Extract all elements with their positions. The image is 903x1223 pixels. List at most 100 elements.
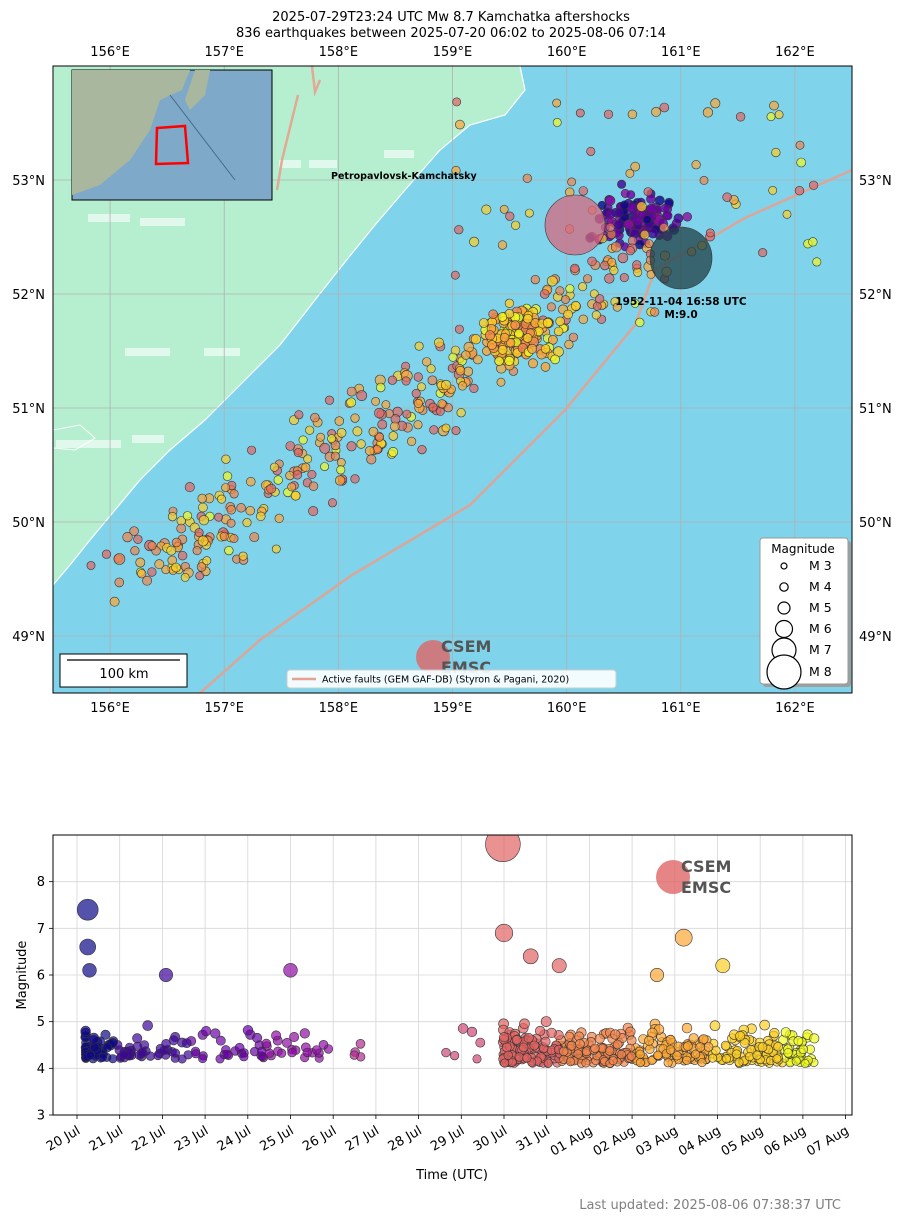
timeline-quake-point	[759, 1019, 771, 1031]
map-quake-marker	[184, 482, 195, 493]
map-quake-marker	[245, 506, 255, 516]
map-quake-marker	[330, 451, 340, 461]
map-quake-marker	[224, 545, 234, 556]
timeline-quake-point	[271, 1030, 282, 1041]
timeline-quake-point	[772, 1054, 782, 1064]
map-quake-marker	[673, 213, 684, 224]
timeline-quake-point	[610, 1029, 621, 1040]
timeline-quake-point	[299, 1028, 310, 1039]
map-quake-marker	[429, 425, 439, 435]
timeline-quake-point	[523, 1033, 534, 1044]
map-quake-marker	[591, 310, 601, 320]
map-quake-marker	[364, 446, 375, 456]
map-quake-marker	[374, 407, 385, 419]
active-faults	[199, 66, 852, 693]
map-quake-marker	[522, 333, 533, 343]
timeline-quake-point	[265, 1048, 275, 1058]
map-quake-marker	[470, 334, 482, 345]
map-lon-tick-bottom: 161°E	[661, 701, 701, 716]
map-quake-marker	[336, 427, 347, 438]
map-quake-marker	[266, 483, 277, 494]
map-quake-marker	[583, 274, 593, 284]
historic-1952-marker	[649, 226, 713, 290]
map-quake-marker	[452, 97, 462, 107]
map-quake-marker	[603, 109, 614, 119]
map-quake-marker	[555, 286, 565, 296]
timeline-x-tick: 30 Jul	[471, 1123, 510, 1154]
map-quake-marker	[308, 506, 319, 517]
map-quake-marker	[561, 295, 570, 304]
map-quake-marker	[504, 355, 515, 366]
timeline-panel: 20 Jul 21 Jul 22 Jul 23 Jul 24 Jul 25 Jul 26 J…	[15, 834, 853, 1183]
map-quake-marker	[796, 157, 807, 168]
magnitude-legend-symbol	[766, 654, 802, 690]
map-lat-tick-left: 53°N	[12, 174, 45, 189]
timeline-quake-point	[80, 1025, 91, 1036]
map-quake-marker	[630, 298, 640, 308]
map-quake-marker	[320, 462, 329, 471]
map-quake-marker	[180, 573, 190, 582]
timeline-x-tick: 01 Aug	[548, 1123, 595, 1159]
timeline-quake-point	[540, 1036, 551, 1047]
timeline-quake-point	[132, 1033, 143, 1044]
map-quake-marker	[487, 340, 497, 350]
magnitude-legend-title: Magnitude	[771, 542, 835, 556]
map-quake-marker	[167, 511, 178, 522]
timeline-x-tick: 07 Aug	[804, 1123, 851, 1159]
map-quake-marker	[617, 252, 629, 264]
timeline-quake-point	[161, 1039, 171, 1049]
map-quake-marker	[113, 553, 126, 565]
inset-region-box	[154, 124, 190, 166]
map-lat-tick-left: 49°N	[12, 630, 45, 645]
timeline-quake-point	[282, 1038, 292, 1048]
map-quake-marker	[528, 358, 538, 369]
map-quake-marker	[197, 535, 209, 547]
map-quake-marker	[147, 567, 157, 577]
map-quake-marker	[310, 412, 320, 423]
map-quake-marker	[274, 513, 284, 524]
map-quake-marker	[699, 175, 709, 185]
map-quake-marker	[101, 549, 112, 559]
timeline-quake-point	[757, 1042, 768, 1052]
timeline-quake-point	[731, 1049, 742, 1059]
map-quake-marker	[229, 489, 239, 499]
map-quake-marker	[771, 147, 781, 158]
timeline-quake-point	[277, 1048, 287, 1058]
timeline-quake-point	[511, 1035, 522, 1045]
map-quake-marker	[86, 561, 96, 570]
map-quake-marker	[619, 200, 629, 210]
map-lon-tick-top: 162°E	[775, 45, 815, 60]
map-quake-marker	[171, 537, 182, 548]
map-quake-marker	[287, 482, 297, 492]
map-quake-marker	[135, 557, 146, 568]
map-lon-tick-top: 156°E	[90, 45, 130, 60]
map-quake-marker	[522, 173, 532, 183]
magnitude-legend: Magnitude M 3 M 4 M 5 M 6 M 7 M 8	[759, 537, 851, 690]
map-quake-marker	[540, 344, 551, 354]
timeline-quake-point	[575, 1039, 585, 1049]
timeline-quake-point	[635, 1049, 645, 1059]
timeline-quake-point	[177, 1054, 187, 1064]
map-quake-marker	[636, 201, 647, 212]
magnitude-legend-label: M 3	[809, 558, 832, 573]
map-axis-ticks: 156°E 156°E 157°E 157°E 158°E 158°E 159°E 159°E…	[12, 45, 892, 716]
map-quake-marker	[546, 302, 556, 312]
timeline-quake-point	[311, 1045, 322, 1055]
timeline-x-tick: 23 Jul	[172, 1123, 211, 1154]
map-quake-marker	[774, 110, 784, 120]
magnitude-legend-label: M 7	[809, 642, 832, 657]
map-quake-marker	[387, 375, 398, 385]
map-quake-marker	[605, 222, 615, 232]
map-quake-marker	[565, 284, 575, 294]
timeline-quake-point	[690, 1049, 701, 1059]
map-quake-marker	[469, 236, 480, 247]
timeline-quake-point	[653, 1050, 663, 1060]
timeline-quake-point	[773, 1041, 784, 1052]
timeline-quake-point	[518, 1042, 529, 1053]
map-lat-tick-left: 51°N	[12, 402, 45, 417]
map-quake-marker	[422, 357, 432, 367]
map-quake-marker	[488, 309, 498, 319]
map-quake-marker	[324, 395, 335, 405]
map-quake-marker	[381, 400, 391, 410]
timeline-x-tick: 24 Jul	[215, 1123, 254, 1154]
